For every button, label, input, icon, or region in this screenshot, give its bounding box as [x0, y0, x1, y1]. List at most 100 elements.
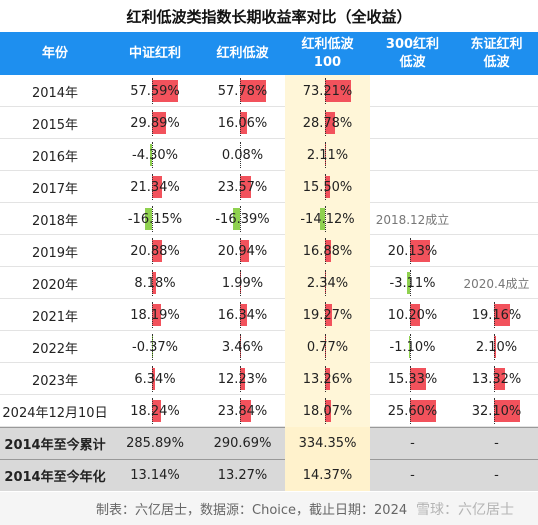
- data-bar: [152, 80, 179, 102]
- value-cell: 20.88%: [130, 243, 180, 259]
- data-bar: [408, 336, 410, 358]
- value-cell: 10.20%: [387, 307, 438, 323]
- bar-axis: [239, 270, 241, 296]
- value-cell: 16.88%: [302, 243, 353, 259]
- data-bar: [494, 304, 510, 326]
- row-line: [0, 138, 538, 139]
- bar-axis: [239, 78, 241, 104]
- data-bar: [406, 272, 410, 294]
- bar-axis: [239, 398, 241, 424]
- note-cell: 2018.12成立: [375, 212, 450, 227]
- row-line: [0, 266, 538, 267]
- data-bar: [232, 208, 240, 230]
- row-line: [0, 362, 538, 363]
- value-cell: 16.06%: [217, 115, 268, 131]
- header-text: 100: [313, 54, 342, 70]
- bar-axis: [409, 334, 411, 360]
- data-bar: [324, 240, 331, 262]
- data-bar: [239, 112, 248, 134]
- total-bg: [0, 459, 538, 491]
- value-cell: 12.23%: [217, 371, 268, 387]
- bar-axis: [239, 142, 241, 168]
- bar-axis: [324, 398, 326, 424]
- bar-axis: [324, 206, 326, 232]
- highlight-bg: [285, 331, 370, 363]
- bar-axis: [494, 334, 495, 360]
- bar-axis: [152, 174, 154, 200]
- value-cell: 0.77%: [306, 339, 349, 355]
- data-bar: [319, 208, 325, 230]
- year-cell: 2023年: [31, 373, 79, 389]
- year-cell: 2020年: [31, 277, 79, 293]
- header-bg: [0, 32, 538, 75]
- header-cell: 东证红利 低波: [455, 32, 538, 75]
- value-cell: -4.30%: [132, 147, 178, 163]
- value-cell: -1.10%: [389, 339, 436, 355]
- header-text: 300红利: [385, 36, 440, 52]
- bar-axis: [494, 398, 495, 424]
- value-cell: 57.59%: [130, 83, 180, 99]
- bar-axis: [152, 366, 154, 392]
- bar-axis: [239, 366, 241, 392]
- bar-axis: [324, 334, 326, 360]
- value-cell: 32.10%: [471, 403, 522, 419]
- row-line: [0, 330, 538, 331]
- bar-axis: [152, 302, 154, 328]
- bar-axis: [152, 110, 154, 136]
- title: 红利低波类指数长期收益率对比（全收益）: [126, 7, 412, 26]
- value-cell: 19.16%: [471, 307, 522, 323]
- data-bar: [239, 304, 248, 326]
- data-bar: [409, 368, 426, 390]
- data-bar: [324, 304, 332, 326]
- total-cell: 334.35%: [298, 435, 357, 451]
- row-line: [0, 426, 538, 427]
- total-cell: -: [410, 467, 415, 483]
- header-cell: 300红利 低波: [370, 32, 455, 75]
- year-cell: 2019年: [31, 245, 79, 261]
- data-bar: [239, 240, 250, 262]
- value-cell: 19.27%: [302, 307, 353, 323]
- data-bar: [152, 400, 161, 422]
- data-bar: [152, 240, 162, 262]
- header-text: 东证红利: [470, 36, 523, 52]
- value-cell: 2.34%: [306, 275, 349, 291]
- value-cell: 2.10%: [475, 339, 518, 355]
- value-cell: 28.78%: [302, 115, 353, 131]
- total-cell: 290.69%: [213, 435, 272, 451]
- total-cell: 285.89%: [126, 435, 184, 451]
- header-cell: 中证红利: [110, 32, 200, 75]
- value-cell: 15.50%: [302, 179, 353, 195]
- data-bar: [494, 368, 505, 390]
- highlight-bg: [285, 139, 370, 171]
- value-cell: -3.11%: [389, 275, 436, 291]
- value-cell: 6.34%: [134, 371, 176, 387]
- data-bar: [239, 368, 246, 390]
- data-bar: [324, 176, 331, 198]
- year-cell: 2024年12月10日: [2, 405, 108, 421]
- value-cell: -16.15%: [127, 211, 183, 227]
- bar-axis: [152, 142, 154, 168]
- value-cell: 18.19%: [130, 307, 180, 323]
- value-cell: 23.57%: [217, 179, 268, 195]
- bar-axis: [152, 206, 154, 232]
- header-text: 年份: [41, 45, 68, 61]
- value-cell: 20.94%: [217, 243, 268, 259]
- data-bar: [239, 400, 251, 422]
- row-line: [0, 202, 538, 203]
- header-text: 红利低波: [301, 36, 354, 52]
- footer-bg: [0, 492, 538, 525]
- highlight-bg: [285, 267, 370, 299]
- bar-axis: [409, 398, 411, 424]
- data-bar: [409, 304, 421, 326]
- data-bar: [152, 368, 156, 390]
- total-cell: -: [494, 467, 499, 483]
- bar-axis: [239, 302, 241, 328]
- header-text: 红利低波: [216, 45, 269, 61]
- data-bar: [494, 400, 520, 422]
- value-cell: 16.34%: [217, 307, 268, 323]
- header-cell: 红利低波 100: [285, 32, 370, 75]
- total-cell: 13.27%: [217, 467, 268, 483]
- year-cell: 2015年: [31, 117, 79, 133]
- row-line: [0, 394, 538, 395]
